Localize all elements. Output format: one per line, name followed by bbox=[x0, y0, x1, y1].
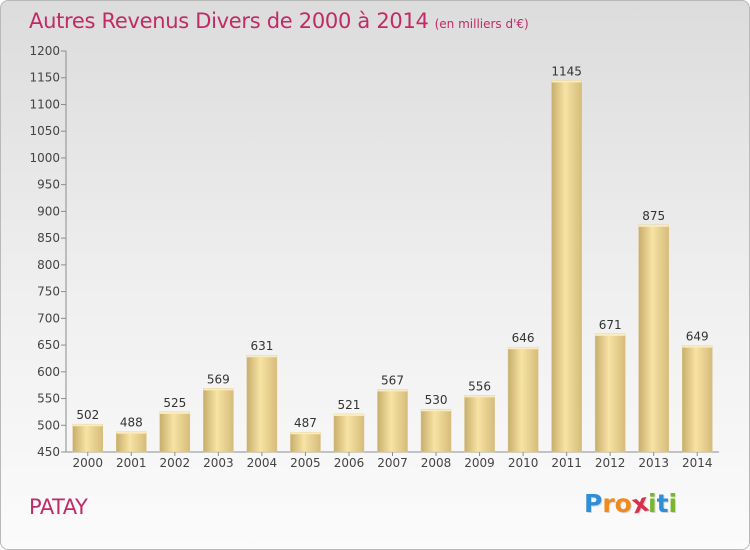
x-tick-label-2011: 2011 bbox=[551, 456, 582, 470]
bar-top-2004 bbox=[246, 355, 277, 358]
x-tick-label-2012: 2012 bbox=[595, 456, 626, 470]
x-tick-label-2009: 2009 bbox=[464, 456, 495, 470]
y-tick-label: 950 bbox=[37, 178, 60, 192]
y-tick-label: 850 bbox=[37, 231, 60, 245]
x-tick-label-2004: 2004 bbox=[247, 456, 278, 470]
logo-letter: r bbox=[602, 489, 615, 518]
logo-letter: o bbox=[614, 489, 632, 518]
y-tick-label: 750 bbox=[37, 285, 60, 299]
bar-top-2005 bbox=[290, 432, 321, 435]
bar-2010 bbox=[507, 346, 539, 453]
y-tick-label: 450 bbox=[37, 445, 60, 459]
y-tick-label: 800 bbox=[37, 258, 60, 272]
data-label-2013: 875 bbox=[642, 209, 665, 223]
bar-top-2010 bbox=[508, 347, 539, 350]
chart-title: Autres Revenus Divers de 2000 à 2014 (en … bbox=[29, 9, 529, 33]
chart-title-text: Autres Revenus Divers de 2000 à 2014 bbox=[29, 9, 429, 33]
bar-2005 bbox=[290, 431, 321, 453]
x-tick-label-2008: 2008 bbox=[421, 456, 452, 470]
y-tick-label: 1100 bbox=[29, 97, 60, 111]
logo-letter: P bbox=[584, 489, 603, 518]
logo-letter: i bbox=[668, 489, 678, 518]
x-tick-label-2001: 2001 bbox=[116, 456, 147, 470]
y-tick-label: 1150 bbox=[29, 71, 60, 85]
data-label-2006: 521 bbox=[338, 398, 361, 412]
bar-top-2008 bbox=[421, 409, 452, 412]
bar-top-2000 bbox=[72, 424, 103, 427]
bar-2002 bbox=[159, 411, 191, 453]
bar-top-2009 bbox=[464, 395, 495, 398]
bar-2006 bbox=[333, 413, 365, 453]
bar-2004 bbox=[246, 354, 278, 453]
data-label-2004: 631 bbox=[250, 339, 273, 353]
bar-top-2011 bbox=[551, 80, 582, 83]
data-label-2014: 649 bbox=[686, 330, 709, 344]
bar-2011 bbox=[551, 80, 582, 453]
bar-top-2006 bbox=[333, 414, 364, 417]
y-tick-label: 1000 bbox=[29, 151, 60, 165]
bar-2007 bbox=[377, 389, 408, 453]
data-label-2012: 671 bbox=[599, 318, 622, 332]
bar-top-2007 bbox=[377, 389, 408, 392]
x-tick-label-2002: 2002 bbox=[160, 456, 191, 470]
bar-top-2003 bbox=[203, 388, 234, 391]
bar-layer bbox=[72, 80, 713, 453]
data-label-2009: 556 bbox=[468, 379, 491, 393]
bar-2008 bbox=[420, 408, 452, 453]
x-tick-label-2003: 2003 bbox=[203, 456, 234, 470]
logo-letter: i bbox=[648, 489, 657, 518]
x-tick-label-2007: 2007 bbox=[377, 456, 408, 470]
bar-2000 bbox=[72, 423, 104, 453]
y-tick-label: 600 bbox=[37, 365, 60, 379]
data-label-2002: 525 bbox=[163, 396, 186, 410]
x-tick-label-2010: 2010 bbox=[508, 456, 539, 470]
place-name: PATAY bbox=[29, 495, 88, 519]
x-tick-label-2006: 2006 bbox=[334, 456, 365, 470]
bar-top-2012 bbox=[595, 333, 626, 336]
y-tick-label: 500 bbox=[37, 418, 60, 432]
y-tick-label: 700 bbox=[37, 311, 60, 325]
data-label-2000: 502 bbox=[76, 408, 99, 422]
data-label-2005: 487 bbox=[294, 416, 317, 430]
bar-2001 bbox=[116, 431, 147, 453]
data-label-2007: 567 bbox=[381, 373, 404, 387]
bar-top-2002 bbox=[159, 411, 190, 414]
y-tick-label: 1050 bbox=[29, 124, 60, 138]
y-tick-label: 900 bbox=[37, 204, 60, 218]
y-tick-label: 550 bbox=[37, 392, 60, 406]
bar-top-2001 bbox=[116, 431, 147, 434]
x-tick-label-2013: 2013 bbox=[638, 456, 669, 470]
axis-layer: 450 500 550 600 650 700 750 800 850 900 950 1000 105… bbox=[29, 44, 719, 470]
x-tick-label-2000: 2000 bbox=[72, 456, 103, 470]
y-tick-label: 1200 bbox=[29, 44, 60, 58]
bar-top-2013 bbox=[638, 224, 669, 227]
data-label-2008: 530 bbox=[425, 393, 448, 407]
bar-2014 bbox=[681, 345, 713, 453]
logo-letter: t bbox=[656, 489, 669, 518]
data-label-2011: 1145 bbox=[551, 64, 582, 78]
bar-top-2014 bbox=[682, 345, 713, 348]
bar-2009 bbox=[464, 395, 495, 453]
proxiti-logo: Proxiti bbox=[584, 488, 678, 520]
data-label-2001: 488 bbox=[120, 416, 143, 430]
label-layer: 502 488 525 569 631 487 521 567 530 556 646 1145 671… bbox=[76, 64, 708, 430]
bar-2013 bbox=[638, 224, 669, 453]
y-tick-label: 650 bbox=[37, 338, 60, 352]
x-tick-label-2005: 2005 bbox=[290, 456, 321, 470]
bar-2003 bbox=[203, 388, 234, 453]
x-tick-label-2014: 2014 bbox=[682, 456, 713, 470]
data-label-2010: 646 bbox=[512, 331, 535, 345]
data-label-2003: 569 bbox=[207, 372, 230, 386]
bar-2012 bbox=[594, 333, 626, 453]
chart-subtitle: (en milliers d'€) bbox=[434, 17, 529, 31]
